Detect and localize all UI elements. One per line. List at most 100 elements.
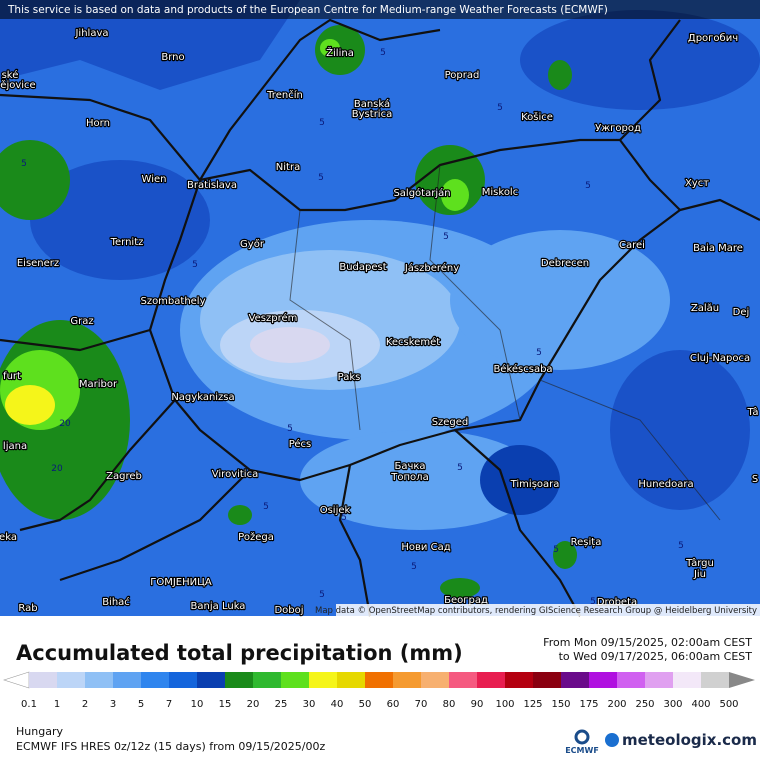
color-swatch xyxy=(701,672,729,688)
contour-label: 5 xyxy=(590,597,596,607)
contour-label: 20 xyxy=(59,419,71,429)
border xyxy=(148,138,682,482)
border xyxy=(454,429,581,617)
place-label: Szeged xyxy=(432,417,469,428)
attribution: Map data © OpenStreetMap contributors, r… xyxy=(315,606,757,616)
place-label: Miskolc xyxy=(482,187,518,198)
colorbar-label: 15 xyxy=(219,699,232,710)
color-swatch xyxy=(113,672,141,688)
color-swatch xyxy=(29,672,57,688)
colorbar-label: 100 xyxy=(495,699,514,710)
color-swatch xyxy=(645,672,673,688)
contour-label: 5 xyxy=(457,463,463,473)
color-swatch xyxy=(393,672,421,688)
precip-area xyxy=(520,10,760,110)
border xyxy=(0,328,151,352)
place-label: Maribor xyxy=(79,379,118,390)
place-label: ГОМЈЕНИЦА xyxy=(150,577,212,588)
legend-title: Accumulated total precipitation (mm) xyxy=(16,641,463,665)
place-label: Brno xyxy=(161,52,184,63)
colorbar-label: 70 xyxy=(415,699,428,710)
place-label: eka xyxy=(0,532,17,543)
place-label: ějovice xyxy=(0,79,35,91)
contour-label: 5 xyxy=(536,348,542,358)
contour-label: 5 xyxy=(497,103,503,113)
color-swatch xyxy=(141,672,169,688)
contour-label: 5 xyxy=(678,541,684,551)
place-label: Cluj-Napoca xyxy=(690,353,750,364)
place-label: ljana xyxy=(3,441,27,452)
place-label: Nitra xyxy=(276,162,300,173)
color-swatch xyxy=(281,672,309,688)
place-label: Reșița xyxy=(571,537,602,548)
precip-area xyxy=(250,327,330,363)
ecmwf-logo[interactable]: ECMWF xyxy=(565,746,599,755)
precip-area xyxy=(548,60,572,90)
place-label: Osijek xyxy=(320,505,351,516)
contour-label: 5 xyxy=(553,545,559,555)
color-swatch xyxy=(533,672,561,688)
colorbar-label: 5 xyxy=(138,699,144,710)
place-label: Graz xyxy=(70,316,93,327)
border xyxy=(619,19,681,141)
place-label: Požega xyxy=(238,531,274,543)
precip-area xyxy=(480,445,560,515)
color-swatch xyxy=(449,672,477,688)
border xyxy=(679,198,760,221)
colorbar-label: 50 xyxy=(359,699,372,710)
precip-area xyxy=(450,230,670,370)
precip-area xyxy=(610,350,750,510)
colorbar-label: 250 xyxy=(635,699,654,710)
place-label: Zagreb xyxy=(106,471,142,482)
place-label: Carei xyxy=(619,240,645,251)
place-label: Ужгород xyxy=(595,123,641,134)
color-swatch xyxy=(309,672,337,688)
place-label: Debrecen xyxy=(541,258,589,269)
attribution-bg xyxy=(336,604,760,616)
place-label: Virovitica xyxy=(212,469,258,480)
contour-label: 5 xyxy=(21,159,27,169)
over-swatch xyxy=(729,672,755,688)
colorbar-label: 10 xyxy=(191,699,204,710)
place-label: Wien xyxy=(142,174,167,185)
color-swatch xyxy=(337,672,365,688)
period-to: to Wed 09/17/2025, 06:00am CEST xyxy=(559,650,753,663)
precip-area xyxy=(0,140,70,220)
place-label: Žilina xyxy=(326,46,354,59)
contour-label: 5 xyxy=(319,118,325,128)
place-label: Pécs xyxy=(289,438,312,450)
precip-area xyxy=(441,179,469,211)
place-label: Dej xyxy=(733,307,750,318)
contour-label: 5 xyxy=(319,590,325,600)
place-label: Bihać xyxy=(102,596,130,608)
color-swatch xyxy=(589,672,617,688)
place-label: Timișoara xyxy=(510,479,560,490)
color-swatch xyxy=(85,672,113,688)
place-label: Nagykanizsa xyxy=(171,392,234,403)
color-swatch xyxy=(673,672,701,688)
place-label: Szombathely xyxy=(140,296,205,307)
color-swatch xyxy=(617,672,645,688)
border xyxy=(0,93,201,181)
place-label: Kecskemét xyxy=(386,336,440,348)
colorbar-label: 150 xyxy=(551,699,570,710)
precip-area xyxy=(440,578,480,598)
model-info: ECMWF IFS HRES 0z/12z (15 days) from 09/… xyxy=(16,740,326,753)
place-label: Hunedoara xyxy=(638,479,693,490)
place-label: furt xyxy=(3,371,21,382)
contour-label: 5 xyxy=(341,513,347,523)
place-label: Ternitz xyxy=(110,237,144,248)
colorbar-label: 500 xyxy=(719,699,738,710)
precip-area xyxy=(5,385,55,425)
contour-label: 5 xyxy=(585,181,591,191)
place-label: Paks xyxy=(338,372,361,383)
meteologix-logo[interactable]: meteologix.com xyxy=(622,731,757,749)
colorbar-label: 60 xyxy=(387,699,400,710)
place-label: Jiu xyxy=(693,569,706,580)
place-label: Doboj xyxy=(274,605,303,616)
contour-label: 5 xyxy=(411,562,417,572)
color-swatch xyxy=(477,672,505,688)
colorbar-label: 90 xyxy=(471,699,484,710)
